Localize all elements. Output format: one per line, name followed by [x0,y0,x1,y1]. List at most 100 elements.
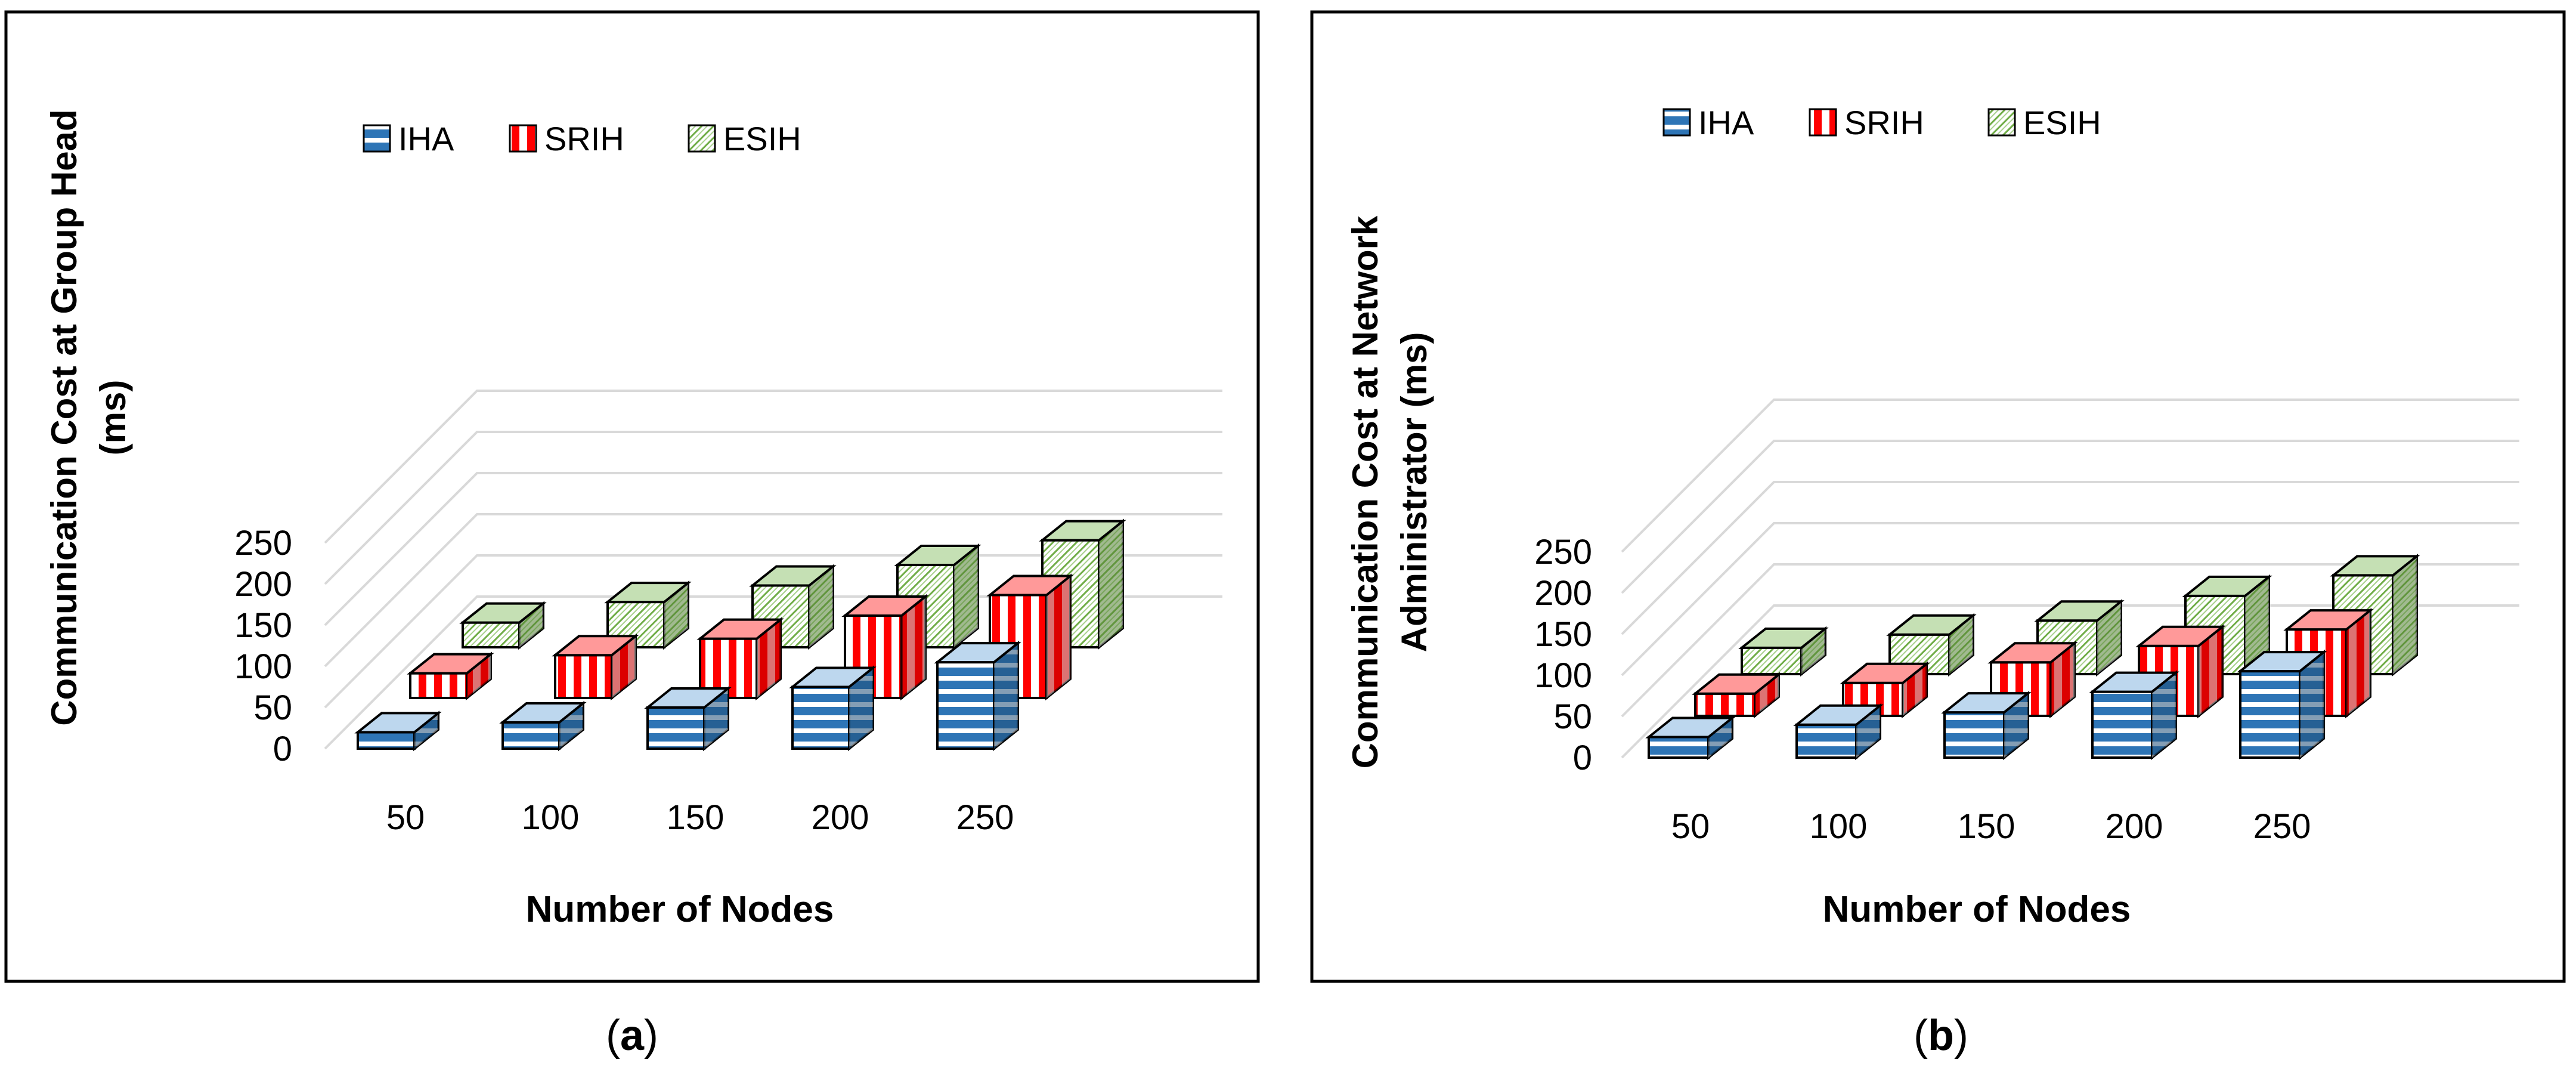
bar-top [459,602,547,624]
bar-top [1793,704,1884,726]
bar-iha [499,700,587,752]
y-tick-label: 0 [1573,739,1592,777]
legend-swatch [688,124,716,153]
bar-iha [354,711,442,752]
legend-item-iha: IHA [1662,104,1754,141]
x-tick-label: 150 [1958,807,2015,846]
bar-side-pattern [414,713,438,749]
chart-frame [1310,10,2566,983]
bar-top [2034,600,2125,622]
gridline [1621,399,2519,553]
bars [354,518,1126,752]
bar-side-pattern [519,603,543,647]
bar-top [934,642,1021,664]
bar-esih [749,564,837,650]
y-tick-label: 150 [1534,615,1592,654]
bars [1645,554,2420,761]
y-tick-label: 150 [234,606,292,645]
x-tick-label: 50 [386,798,425,837]
bar-side-pattern [664,583,688,647]
bar-side-pattern [1099,521,1123,647]
x-tick-label: 100 [1810,807,1868,846]
bar-top [2237,651,2327,673]
bar-front [2091,690,2153,759]
y-tick-label: 50 [1553,697,1592,736]
bar-top [1840,662,1930,684]
bar-top [2330,555,2420,577]
bar-side-pattern [809,566,833,647]
legend-label: SRIH [1844,104,1924,141]
legend-item-esih: ESIH [688,120,801,157]
legend-swatch [509,124,537,153]
x-axis-categories: 50 100 150 200 250 [1671,807,2311,846]
legend-item-iha: IHA [363,120,454,157]
bar-top [986,574,1074,597]
gridline [324,390,1222,544]
bar-top [552,635,639,657]
caption-label: a [620,1012,645,1059]
x-tick-label: 200 [2106,807,2163,846]
legend-label: SRIH [544,120,624,157]
x-axis-label: Number of Nodes [526,889,834,930]
bar-side-pattern [1708,718,1732,758]
y-tick-label: 200 [1534,574,1592,613]
bar-top [604,582,692,604]
bar-top [1039,520,1126,542]
bar-top [644,687,732,709]
y-tick-label: 200 [234,565,292,604]
bar-side-pattern [849,668,873,749]
gridlines [1621,399,2519,759]
chart-frame [4,10,1260,983]
gridlines [324,390,1222,750]
y-tick-label: 100 [234,647,292,686]
caption-label: b [1928,1012,1954,1059]
x-tick-label: 100 [522,798,580,837]
bar-side-pattern [2300,652,2324,758]
bar-side-pattern [2245,576,2269,674]
x-tick-label: 50 [1671,807,1710,846]
bar-top [499,702,587,724]
bar-front [554,654,613,699]
bar-top [354,712,442,734]
y-tick-label: 250 [234,524,292,563]
bar-iha [934,640,1021,752]
bar-side-pattern [1046,576,1070,698]
bar-front [501,721,561,750]
bar-top [841,595,929,617]
bar-srih [407,651,494,701]
legend-swatch [1987,108,2016,137]
legend-label: IHA [1698,104,1754,141]
chart-panel-a: Communication Cost at Group Head (ms) Nu… [4,10,1260,1059]
bar-side-pattern [1903,663,1927,716]
bar-iha [789,665,877,752]
bar-iha [1941,690,2032,761]
bar-top [1738,627,1829,649]
x-axis-categories: 50 100 150 200 250 [386,798,1014,837]
bar-side-pattern [1755,674,1779,716]
bar-front [409,672,468,699]
bar-top [1692,673,1782,695]
bar-top [2283,609,2374,631]
bar-front [462,621,521,648]
bar-srih [552,634,639,701]
bar-side-pattern [902,597,925,698]
bar-front [2239,670,2301,759]
bar-side-pattern [2097,601,2121,674]
bar-top [1886,614,1977,636]
bar-iha [644,685,732,752]
y-tick-label: 250 [1534,533,1592,572]
panel-caption-a: (a) [606,1012,658,1059]
bar-front [1943,711,2005,759]
panel-caption-b: (b) [1914,1012,1968,1059]
legend-item-esih: ESIH [1987,104,2101,141]
legend-label: ESIH [2023,104,2101,141]
bar-iha [2089,670,2179,761]
bar-front [1795,723,1857,759]
bar-srih [1692,672,1782,719]
gridline [1621,563,2519,718]
bar-front [791,685,850,750]
gridline [324,513,1222,668]
